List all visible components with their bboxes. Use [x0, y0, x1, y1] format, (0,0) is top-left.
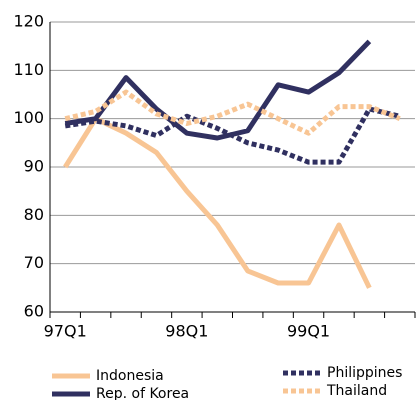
series-line	[63, 116, 372, 289]
series-line	[64, 106, 401, 165]
y-tick-label: 70	[24, 253, 44, 272]
legend-label: Thailand	[326, 383, 387, 399]
x-tick-label: 99Q1	[287, 322, 330, 341]
legend-label: Philippines	[327, 365, 402, 381]
legend-label: Rep. of Korea	[96, 386, 189, 400]
legend-label: Indonesia	[96, 368, 164, 384]
y-tick-label: 110	[13, 60, 44, 79]
series-line	[64, 89, 401, 136]
x-tick-label: 97Q1	[44, 322, 87, 341]
y-tick-label: 120	[13, 12, 44, 31]
y-tick-label: 100	[13, 108, 44, 127]
x-tick-label: 98Q1	[165, 322, 208, 341]
y-tick-label: 60	[24, 302, 44, 321]
y-tick-label: 80	[24, 205, 44, 224]
y-tick-label: 90	[24, 157, 44, 176]
series-line	[64, 39, 372, 141]
